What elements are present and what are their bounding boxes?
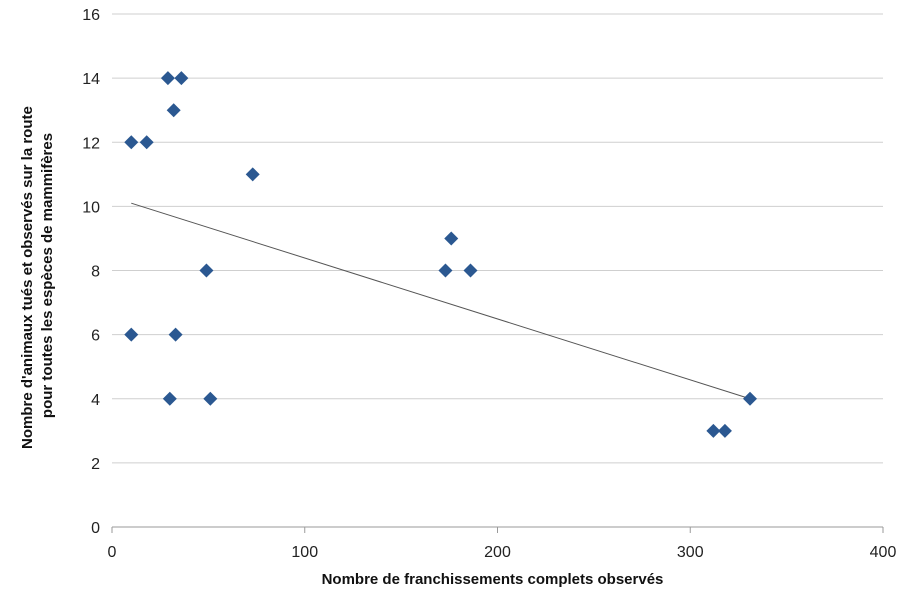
labels-layer: 0 2 4 6 8 10 12 14 16 0 100 200 300 400 <box>82 7 896 561</box>
x-tick-label: 300 <box>677 544 704 561</box>
data-point <box>463 263 478 278</box>
y-tick-label: 8 <box>91 264 100 281</box>
data-point <box>444 231 459 246</box>
y-tick-label: 2 <box>91 456 100 473</box>
trendline <box>131 202 751 400</box>
data-point <box>162 391 177 406</box>
data-point <box>124 135 139 150</box>
points-layer <box>124 71 758 438</box>
x-tick-label: 200 <box>484 544 511 561</box>
y-tick-label: 0 <box>91 520 100 537</box>
data-point <box>717 423 732 438</box>
data-point <box>174 71 189 86</box>
y-tick-label: 12 <box>82 135 100 152</box>
x-axis-title: Nombre de franchissements complets obser… <box>322 571 664 588</box>
y-tick-label: 10 <box>82 199 100 216</box>
data-point <box>168 327 183 342</box>
data-point <box>245 167 260 182</box>
y-tick-label: 14 <box>82 71 100 88</box>
data-point <box>706 423 721 438</box>
y-axis-title: Nombre d'animaux tués et observés sur la… <box>19 102 56 449</box>
axis-layer <box>111 526 884 533</box>
x-tick-label: 0 <box>108 544 117 561</box>
x-tick-label: 400 <box>870 544 897 561</box>
y-axis-title-line-1: Nombre d'animaux tués et observés sur la… <box>19 106 36 449</box>
data-point <box>166 103 181 118</box>
y-tick-label: 16 <box>82 7 100 24</box>
y-tick-label: 4 <box>91 392 100 409</box>
data-point <box>124 327 139 342</box>
data-point <box>438 263 453 278</box>
data-point <box>160 71 175 86</box>
y-axis-title-line-2: pour toutes les espèces de mammifères <box>39 133 56 418</box>
y-tick-label: 6 <box>91 328 100 345</box>
data-point <box>743 391 758 406</box>
grid-layer <box>112 13 883 464</box>
data-point <box>139 135 154 150</box>
trendline-layer <box>131 202 751 400</box>
data-point <box>199 263 214 278</box>
x-tick-label: 100 <box>291 544 318 561</box>
data-point <box>203 391 218 406</box>
